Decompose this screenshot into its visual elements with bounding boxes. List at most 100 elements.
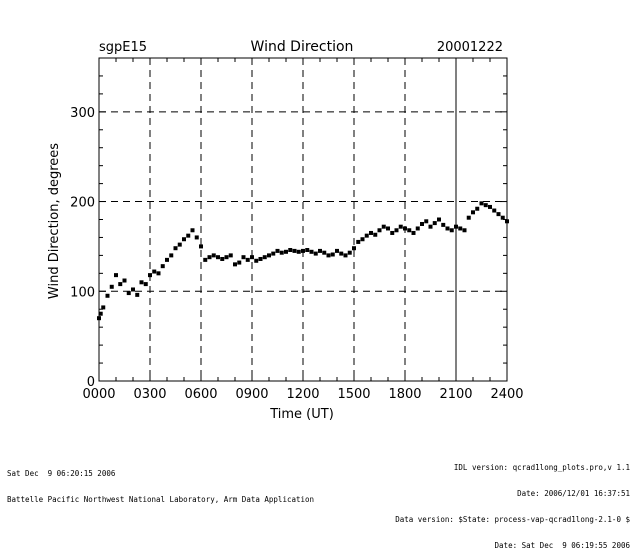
data-point (275, 248, 280, 253)
data-point (296, 249, 301, 254)
data-point (288, 248, 293, 253)
data-point (407, 228, 412, 233)
data-point (126, 291, 131, 296)
data-point (148, 273, 152, 278)
data-point (496, 212, 501, 217)
data-point (207, 255, 212, 260)
data-point (177, 242, 182, 247)
data-point (330, 252, 335, 257)
data-point (445, 226, 450, 231)
data-point (224, 255, 229, 260)
footer-right: IDL version: qcrad1long_plots.pro,v 1.1 … (395, 447, 630, 559)
site-label: sgpE15 (99, 40, 147, 55)
date-label: 20001222 (437, 40, 503, 55)
x-tick-label: 2400 (490, 387, 523, 402)
data-point (109, 284, 114, 289)
data-point (135, 292, 140, 297)
data-point (292, 248, 297, 253)
data-point (343, 253, 348, 258)
data-point (114, 273, 118, 278)
footer-idl-date: Date: 2006/12/01 16:37:51 (517, 488, 630, 498)
data-point (386, 226, 390, 231)
data-point (500, 215, 505, 220)
data-point (411, 230, 416, 235)
data-point (284, 249, 288, 254)
data-point (182, 237, 186, 242)
data-point (105, 293, 110, 298)
data-point (437, 217, 441, 222)
data-point (420, 221, 424, 226)
footer-left: Sat Dec 9 06:20:15 2006 Battelle Pacific… (7, 453, 314, 513)
y-tick-label: 200 (70, 196, 95, 211)
data-point (199, 244, 203, 249)
data-point (428, 224, 433, 229)
data-point (233, 262, 237, 267)
footer-timestamp: Sat Dec 9 06:20:15 2006 (7, 469, 116, 479)
data-point (156, 271, 161, 276)
y-tick-label: 300 (70, 106, 95, 121)
data-point (203, 257, 208, 262)
footer-organization: Battelle Pacific Northwest National Labo… (7, 494, 315, 504)
x-tick-label: 0900 (235, 387, 268, 402)
data-point (211, 253, 216, 258)
data-point (335, 248, 339, 253)
data-point (254, 258, 259, 263)
x-tick-label: 2100 (439, 387, 472, 402)
data-point (122, 278, 127, 283)
data-point (216, 255, 220, 260)
data-point (364, 233, 369, 238)
data-point (347, 250, 352, 255)
data-point (377, 228, 382, 233)
data-point (245, 257, 250, 262)
data-point (488, 204, 492, 209)
data-point (98, 311, 103, 316)
data-point (471, 210, 475, 215)
x-tick-label: 1800 (388, 387, 421, 402)
data-point (267, 253, 271, 258)
y-axis-title: Wind Direction, degrees (47, 143, 62, 299)
data-point (462, 228, 467, 233)
chart-title: Wind Direction (251, 39, 354, 55)
data-point (118, 282, 123, 287)
data-point (394, 228, 399, 233)
data-point (398, 224, 403, 229)
x-axis-title: Time (UT) (269, 407, 334, 422)
data-point (373, 232, 378, 237)
data-point (237, 260, 242, 265)
data-point (466, 215, 471, 220)
data-point (449, 228, 454, 233)
data-point (313, 251, 318, 256)
footer-idl-version: IDL version: qcrad1long_plots.pro,v 1.1 (453, 463, 630, 473)
data-point (139, 280, 144, 285)
data-point (432, 221, 437, 226)
data-point (403, 226, 407, 231)
footer-data-date: Date: Sat Dec 9 06:19:55 2006 (494, 540, 630, 550)
data-point (309, 249, 314, 254)
data-point (131, 287, 135, 292)
footer-data-version: Data version: $State: process-vap-qcrad1… (395, 514, 630, 524)
data-point (424, 219, 429, 224)
data-point (318, 248, 322, 253)
data-point (279, 250, 284, 255)
data-point (143, 282, 148, 287)
x-tick-label: 1200 (286, 387, 319, 402)
data-point (356, 239, 361, 244)
data-point (301, 248, 305, 253)
data-point (250, 255, 254, 260)
data-point (352, 246, 356, 251)
gridlines (99, 58, 507, 381)
data-point (479, 201, 484, 206)
data-point (258, 256, 263, 261)
data-point (190, 228, 195, 233)
wind-direction-chart: 0000 0300 0600 0900 1200 1500 1800 2100 2400 0 100… (47, 39, 524, 422)
y-tick-label: 100 (70, 285, 95, 300)
data-point (173, 246, 178, 251)
x-tick-label: 0300 (133, 387, 166, 402)
data-point (381, 224, 386, 229)
data-point (165, 257, 169, 262)
data-point (454, 224, 458, 229)
data-point (475, 206, 480, 211)
data-point (322, 250, 327, 255)
data-point (483, 203, 488, 208)
x-tick-label: 1500 (337, 387, 370, 402)
